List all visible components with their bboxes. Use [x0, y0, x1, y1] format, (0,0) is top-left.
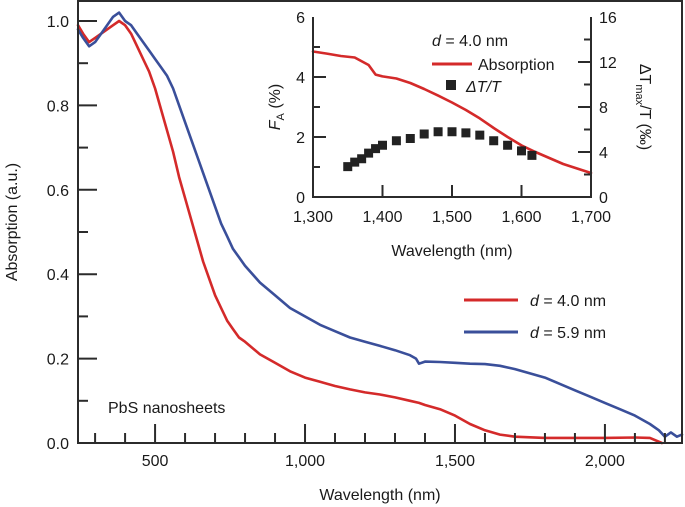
main-y-tick-label: 0.4 [47, 267, 69, 284]
inset-right-axis-title: ΔTmax/T (‰) [633, 64, 653, 150]
main-x-tick-label: 1,000 [285, 453, 325, 470]
inset-dtt-point [527, 150, 537, 160]
inset-dtt-point [364, 148, 374, 158]
inset-tick-labels: 1,300 1,400 1,500 1,600 1,700 0 2 4 6 0 4 8 12 16 [293, 10, 617, 226]
main-plot-frame [77, 0, 683, 444]
inset-axes [312, 17, 592, 198]
inset-dtt-point [343, 162, 353, 172]
main-y-tick-label: 0.0 [47, 436, 69, 453]
inset-x-axis-title: Wavelength (nm) [391, 243, 512, 260]
inset-x-tick-label: 1,400 [362, 209, 402, 226]
main-legend-label-d59: d = 5.9 nm [530, 325, 606, 342]
main-legend-label-d4: d = 4.0 nm [530, 293, 606, 310]
inset-left-tick-label: 2 [296, 130, 305, 147]
inset-dtt-point [405, 134, 415, 143]
main-series-0 [76, 19, 664, 445]
inset-dtt-point [475, 130, 485, 140]
inset-series-absorption [311, 50, 593, 175]
main-tick-labels: 500 1,000 1,500 2,000 0.0 0.2 0.4 0.6 0.8 1.0 [47, 14, 625, 470]
main-axes [77, 0, 683, 444]
inset-dtt-point [489, 136, 499, 146]
inset-left-tick-label: 6 [296, 10, 305, 27]
main-y-axis-title: Absorption (a.u.) [4, 163, 21, 281]
main-y-tick-label: 1.0 [47, 14, 69, 31]
inset-right-tick-label: 4 [599, 145, 608, 162]
main-x-tick-label: 1,500 [435, 453, 475, 470]
inset-left-tick-label: 0 [296, 190, 305, 207]
inset-legend-label-absorption: Absorption [478, 57, 555, 74]
inset-plot: 1,300 1,400 1,500 1,600 1,700 0 2 4 6 0 4 8 12 16 Wav… [255, 3, 675, 271]
inset-right-tick-label: 16 [599, 10, 617, 27]
inset-legend: d = 4.0 nm Absorption ΔT/T [432, 33, 555, 96]
main-series-1 [76, 11, 684, 438]
main-x-tick-label: 2,000 [585, 453, 625, 470]
inset-dtt-point [461, 128, 471, 138]
inset-dtt-point [433, 127, 443, 137]
main-annotation: PbS nanosheets [108, 400, 225, 417]
inset-x-tick-label: 1,300 [293, 209, 333, 226]
inset-x-tick-label: 1,700 [571, 209, 611, 226]
main-legend: d = 4.0 nm d = 5.9 nm [464, 293, 606, 342]
inset-x-tick-label: 1,600 [501, 209, 541, 226]
inset-legend-swatch-dtt [446, 80, 456, 90]
inset-left-axis-title: FA (%) [267, 84, 287, 130]
inset-legend-header: d = 4.0 nm [432, 33, 508, 50]
main-x-axis-title: Wavelength (nm) [319, 487, 440, 504]
inset-right-tick-label: 8 [599, 100, 608, 117]
inset-right-tick-label: 12 [599, 55, 617, 72]
main-plot: 500 1,000 1,500 2,000 0.0 0.2 0.4 0.6 0.8 1.0 Wav… [4, 0, 684, 504]
inset-dtt-point [371, 144, 381, 154]
inset-dtt-point [378, 140, 387, 150]
main-series-group [76, 11, 684, 445]
inset-dtt-point [357, 154, 367, 164]
inset-dtt-point [503, 140, 513, 150]
inset-series-group [311, 50, 593, 175]
main-y-tick-label: 0.6 [47, 183, 69, 200]
inset-dtt-point [517, 146, 526, 156]
inset-dtt-point [350, 157, 360, 167]
inset-right-tick-label: 0 [599, 190, 608, 207]
main-y-tick-label: 0.8 [47, 98, 69, 115]
inset-dtt-point [419, 129, 429, 139]
main-x-tick-label: 500 [142, 453, 169, 470]
inset-legend-label-dtt: ΔT/T [465, 79, 502, 96]
inset-left-tick-label: 4 [296, 70, 305, 87]
inset-dtt-point [391, 136, 401, 146]
inset-dtt-point [447, 127, 457, 137]
main-y-tick-label: 0.2 [47, 352, 69, 369]
inset-x-tick-label: 1,500 [432, 209, 472, 226]
